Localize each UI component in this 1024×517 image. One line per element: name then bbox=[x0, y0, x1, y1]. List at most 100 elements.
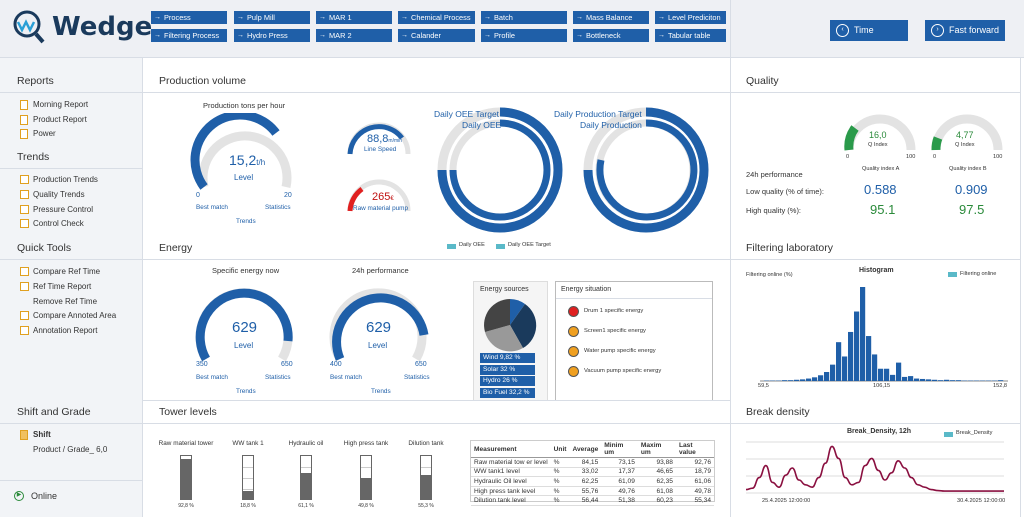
nav-hydro-press[interactable]: Hydro Press bbox=[234, 29, 310, 42]
quality-a-max: 100 bbox=[906, 154, 916, 160]
quality-b-name: Quality index B bbox=[949, 166, 987, 172]
tank-divider bbox=[361, 467, 371, 468]
sidebar-item-morning-report[interactable]: Morning Report bbox=[20, 100, 88, 110]
document-icon bbox=[20, 129, 28, 139]
sidebar-item-ref-time-report[interactable]: Ref Time Report bbox=[20, 281, 91, 291]
sidebar-item-label: Production Trends bbox=[33, 175, 98, 184]
specific-energy-label: Level bbox=[234, 341, 254, 350]
tank-gauge bbox=[420, 455, 432, 500]
energy-perf-trends-link[interactable]: Trends bbox=[371, 388, 391, 395]
table-cell: 17,37 bbox=[601, 467, 638, 478]
nav-calander[interactable]: Calander bbox=[398, 29, 475, 42]
tank-name: Raw material tower bbox=[158, 440, 214, 447]
energy-perf-min: 400 bbox=[330, 361, 342, 368]
shift-item[interactable]: Shift bbox=[20, 430, 51, 440]
table-header: Average bbox=[569, 441, 602, 458]
nav-mar-2[interactable]: MAR 2 bbox=[316, 29, 392, 42]
sidebar-item-quality-trends[interactable]: Quality Trends bbox=[20, 189, 85, 199]
sidebar-item-compare-ref-time[interactable]: Compare Ref Time bbox=[20, 267, 100, 276]
histogram-bar bbox=[854, 311, 860, 381]
sidebar-item-annotation-report[interactable]: Annotation Report bbox=[20, 326, 98, 336]
production-gauge-title: Production tons per hour bbox=[203, 101, 286, 110]
wedge-logo bbox=[10, 8, 145, 48]
table-cell: 61,06 bbox=[675, 476, 714, 487]
best-match-link[interactable]: Best match bbox=[196, 204, 228, 211]
energy-situation-item: Screen1 specific energy bbox=[584, 328, 646, 334]
nav-chemical-process[interactable]: Chemical Process bbox=[398, 11, 475, 24]
nav-pulp-mill[interactable]: Pulp Mill bbox=[234, 11, 310, 24]
histogram-bar bbox=[848, 331, 854, 381]
statistics-link[interactable]: Statistics bbox=[265, 204, 291, 211]
tank-percent: 92,8 % bbox=[178, 503, 194, 509]
low-quality-label: Low quality (% of time): bbox=[746, 187, 824, 196]
histogram-bar bbox=[794, 379, 800, 381]
low-quality-a: 0.588 bbox=[864, 182, 897, 197]
trend-icon bbox=[20, 204, 29, 214]
daily-oee-donut bbox=[437, 107, 563, 233]
line-speed-label: Line Speed bbox=[364, 146, 397, 153]
table-cell: 55,76 bbox=[569, 486, 602, 497]
online-status[interactable]: Online bbox=[31, 491, 58, 501]
histogram-bar bbox=[860, 287, 866, 381]
nav-process[interactable]: Process bbox=[151, 11, 227, 24]
line-speed-value: 88,8m/min bbox=[367, 133, 403, 145]
sidebar-item-control-check[interactable]: Control Check bbox=[20, 219, 84, 229]
nav-profile[interactable]: Profile bbox=[481, 29, 567, 42]
sidebar-item-pressure-control[interactable]: Pressure Control bbox=[20, 204, 94, 214]
time-button[interactable]: ‹ Time bbox=[830, 20, 908, 41]
sidebar-item-label: Pressure Control bbox=[33, 204, 94, 214]
filtering-title: Filtering laboratory bbox=[746, 242, 833, 254]
table-cell: 92,76 bbox=[675, 457, 714, 468]
sidebar-item-production-trends[interactable]: Production Trends bbox=[20, 175, 98, 184]
sidebar-item-power[interactable]: Power bbox=[20, 129, 56, 139]
nav-batch[interactable]: Batch bbox=[481, 11, 567, 24]
quality-b-min: 0 bbox=[933, 154, 937, 160]
sidebar-item-remove-ref-time[interactable]: Remove Ref Time bbox=[20, 297, 97, 306]
table-header: Measurement bbox=[471, 441, 551, 458]
fast-forward-button[interactable]: › Fast forward bbox=[925, 20, 1005, 41]
histogram-bar bbox=[824, 372, 830, 381]
table-cell: WW tank1 level bbox=[471, 467, 551, 478]
table-cell: 49,76 bbox=[601, 486, 638, 497]
table-cell: Dilution tank level bbox=[471, 495, 551, 506]
tank-gauge bbox=[360, 455, 372, 500]
nav-tabular-table[interactable]: Tabular table bbox=[655, 29, 726, 42]
histogram-bar bbox=[926, 379, 932, 381]
nav-level-prediciton[interactable]: Level Prediciton bbox=[655, 11, 726, 24]
histogram-bar bbox=[896, 362, 902, 381]
tank-name: Dilution tank bbox=[408, 440, 444, 447]
energy-trends-link[interactable]: Trends bbox=[236, 388, 256, 395]
sidebar-item-compare-annoted-area[interactable]: Compare Annoted Area bbox=[20, 311, 117, 321]
energy-best-match-link[interactable]: Best match bbox=[196, 374, 228, 381]
nav-mar-1[interactable]: MAR 1 bbox=[316, 11, 392, 24]
sidebar-item-product-report[interactable]: Product Report bbox=[20, 114, 87, 125]
tank-fill bbox=[243, 490, 253, 499]
energy-situation-item: Vacuum pump specific energy bbox=[584, 368, 662, 374]
grade-text: Product / Grade_ 6,0 bbox=[33, 445, 108, 454]
tank-percent: 49,8 % bbox=[358, 503, 374, 509]
table-cell: 49,78 bbox=[675, 486, 714, 497]
energy-statistics-link[interactable]: Statistics bbox=[265, 374, 291, 381]
filtering-y-label: Filtering online (%) bbox=[746, 272, 793, 278]
histogram-xtick-2: 152,8 bbox=[993, 383, 1007, 389]
tool-icon bbox=[20, 267, 29, 276]
production-gauge-value: 15,2t/h bbox=[229, 152, 266, 168]
nav-filtering-process[interactable]: Filtering Process bbox=[151, 29, 227, 42]
histogram-bar bbox=[806, 378, 812, 381]
table-cell: 73,15 bbox=[601, 457, 638, 468]
status-indicator-icon bbox=[568, 366, 579, 377]
sidebar-item-label: Annotation Report bbox=[33, 326, 98, 336]
nav-bottleneck[interactable]: Bottleneck bbox=[573, 29, 649, 42]
sidebar-item-label: Compare Annoted Area bbox=[33, 311, 117, 321]
energy-perf-statistics-link[interactable]: Statistics bbox=[404, 374, 430, 381]
raw-material-pump-label: Raw material pump bbox=[353, 205, 409, 212]
energy-situation-item: Drum 1 specific energy bbox=[584, 308, 644, 314]
logo-text: Wedge bbox=[52, 12, 153, 42]
energy-perf-best-match-link[interactable]: Best match bbox=[330, 374, 362, 381]
histogram-bar bbox=[842, 356, 848, 381]
tank-fill bbox=[181, 459, 191, 499]
histogram-bar bbox=[908, 376, 914, 381]
quality-a-name: Quality index A bbox=[862, 166, 900, 172]
nav-mass-balance[interactable]: Mass Balance bbox=[573, 11, 649, 24]
trends-link[interactable]: Trends bbox=[236, 218, 256, 225]
